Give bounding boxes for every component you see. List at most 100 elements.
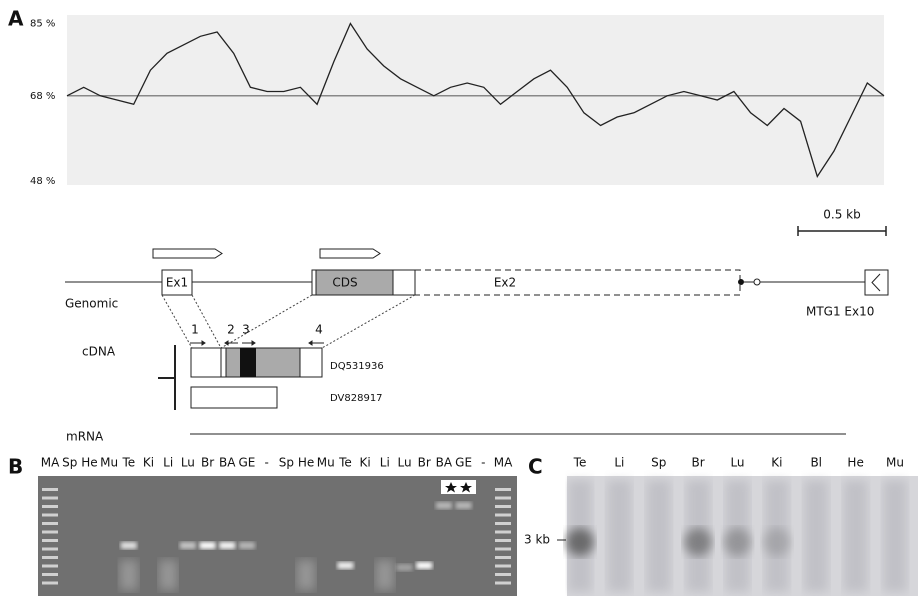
scale-bar-label: 0.5 kb (823, 208, 860, 222)
ladder-band (495, 539, 511, 542)
lane-label: Br (692, 456, 705, 470)
star-box (441, 480, 476, 494)
lane-label: Sp (651, 456, 666, 470)
exon2-label: Ex2 (494, 276, 516, 290)
blot-band (763, 528, 791, 556)
ladder-band (42, 565, 58, 568)
mtg1-label: MTG1 Ex10 (806, 305, 874, 319)
gel-smear (159, 560, 177, 590)
y-tick-label: 48 % (30, 176, 55, 187)
lane-label: BA (436, 456, 453, 470)
lane-label: Mu (317, 456, 335, 470)
ladder-band (42, 573, 58, 576)
gel-band (397, 564, 413, 571)
clone-label: DV828917 (330, 393, 383, 404)
primer-label: 1 (191, 323, 199, 337)
gel-band (219, 542, 235, 549)
clone-cds (226, 348, 300, 377)
blot-band (724, 528, 752, 556)
y-tick-label: 68 % (30, 91, 55, 102)
ladder-band (42, 522, 58, 525)
clone-box (191, 387, 277, 408)
lane-label: He (298, 456, 314, 470)
clone-region (240, 348, 256, 377)
lane-label: Ki (360, 456, 371, 470)
lane-label: Mu (886, 456, 904, 470)
lane-label: - (264, 456, 268, 470)
lane-label: MA (41, 456, 60, 470)
lane-label: Li (614, 456, 624, 470)
gel-band (416, 562, 432, 569)
polya-site (738, 279, 744, 285)
gel-smear (120, 560, 138, 590)
gel-smear (376, 560, 394, 590)
lane-label: Lu (730, 456, 744, 470)
ladder-band (495, 522, 511, 525)
mrna-label: mRNA (66, 430, 104, 444)
lane-label: Br (201, 456, 214, 470)
exon1-label: Ex1 (166, 276, 188, 290)
lane-label: Li (163, 456, 173, 470)
lane-label: GE (239, 456, 256, 470)
ladder-band (495, 548, 511, 551)
lane-label: Br (418, 456, 431, 470)
gel-band (239, 542, 255, 549)
ladder-band (495, 565, 511, 568)
orf-arrow (320, 249, 380, 258)
plot-area (67, 15, 884, 185)
gel-band (180, 542, 196, 549)
ladder-band (495, 488, 511, 491)
ladder-band (495, 514, 511, 517)
lane-label: - (481, 456, 485, 470)
ladder-band (42, 556, 58, 559)
blot-lane (647, 480, 671, 592)
gel-band (456, 502, 472, 509)
gel-band (200, 542, 216, 549)
lane-label: He (847, 456, 863, 470)
primer-label: 2 (227, 323, 235, 337)
gel-band (436, 502, 452, 509)
ladder-band (42, 548, 58, 551)
panel-label: B (8, 455, 23, 479)
lane-label: Lu (181, 456, 195, 470)
ladder-band (495, 582, 511, 585)
lane-label: Sp (279, 456, 294, 470)
panel-label: C (528, 455, 543, 479)
ladder-band (42, 514, 58, 517)
polya-site (754, 279, 760, 285)
blot-bands (566, 480, 907, 592)
clone-label: DQ531936 (330, 361, 384, 372)
ladder-band (42, 505, 58, 508)
gel-band (121, 542, 137, 549)
cdna-label: cDNA (82, 345, 116, 359)
ladder-band (495, 556, 511, 559)
orf-arrow (153, 249, 222, 258)
figure: 85 %68 %48 % A 0.5 kb Ex1 CDS Ex2 Genomi… (0, 0, 918, 596)
primer-arrows (190, 341, 324, 345)
ladder-band (495, 531, 511, 534)
ladder-band (495, 497, 511, 500)
exon2-box (415, 270, 740, 295)
lane-label: Sp (62, 456, 77, 470)
gel-band (337, 562, 353, 569)
lane-label: Bl (810, 456, 822, 470)
blot-lane (607, 480, 631, 592)
blot-lane (804, 480, 828, 592)
lane-label: Te (338, 456, 352, 470)
genomic-label: Genomic (65, 297, 118, 311)
lane-label: Ki (771, 456, 782, 470)
ladder-band (42, 582, 58, 585)
lane-label: Li (380, 456, 390, 470)
cds-label: CDS (332, 276, 357, 290)
projection-lines (162, 295, 415, 348)
ladder-band (495, 505, 511, 508)
lane-label: MA (494, 456, 513, 470)
lane-label: GE (455, 456, 472, 470)
size-marker: 3 kb (524, 533, 550, 547)
blot-band (684, 528, 712, 556)
y-tick-label: 85 % (30, 19, 55, 30)
lane-label: Lu (397, 456, 411, 470)
lane-label: He (81, 456, 97, 470)
blot-band (566, 528, 594, 556)
lane-label: Ki (143, 456, 154, 470)
